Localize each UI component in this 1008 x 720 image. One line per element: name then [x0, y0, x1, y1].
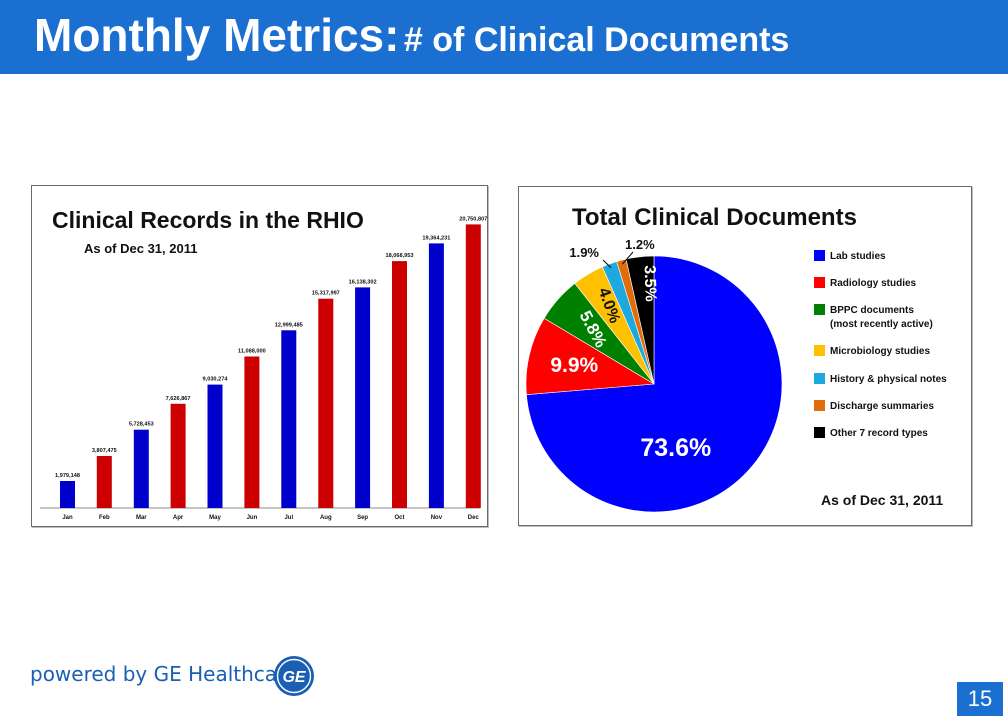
legend-swatch: [814, 250, 825, 261]
header-bar: Monthly Metrics: # of Clinical Documents: [0, 0, 1008, 74]
pie-chart-panel: Total Clinical Documents 73.6% 9.9% 5.8% 4.…: [518, 186, 972, 526]
bar: [465, 224, 481, 508]
bar: [318, 298, 334, 508]
legend-label: Microbiology studies: [830, 346, 930, 357]
bar-chart-panel: Clinical Records in the RHIO As of Dec 3…: [31, 185, 488, 527]
legend-swatch: [814, 277, 825, 288]
bar-value-label: 9,030,274: [203, 377, 229, 383]
pie-slices: 73.6%9.9%5.8%4.0%3.5%1.9%1.2%: [525, 237, 783, 513]
page-title: Monthly Metrics: # of Clinical Documents: [34, 8, 789, 62]
bar: [170, 403, 186, 508]
legend-swatch: [814, 373, 825, 384]
bar-category-label: Dec: [468, 515, 480, 521]
bar-value-label: 5,728,453: [129, 422, 154, 428]
bar-value-label: 20,750,807: [459, 216, 487, 222]
bar: [133, 429, 149, 508]
page-title-main: Monthly Metrics:: [34, 9, 400, 61]
bar-chart: Clinical Records in the RHIO As of Dec 3…: [40, 207, 487, 521]
pie-legend: Lab studies Radiology studies BPPC documen…: [814, 250, 947, 439]
bar-value-label: 3,807,475: [92, 448, 117, 454]
bar-category-label: Oct: [394, 515, 404, 521]
powered-by-text: powered by GE Healthcare: [30, 662, 298, 686]
pie-callout-line: [602, 259, 612, 269]
ge-logo-icon: GE: [274, 656, 314, 696]
bar: [281, 330, 297, 508]
bar-category-label: Mar: [136, 515, 147, 521]
bar: [96, 456, 112, 508]
page-number: 15: [957, 682, 1003, 716]
ge-logo-text: GE: [282, 669, 306, 686]
bar-category-label: Jan: [62, 515, 73, 521]
pie-slice-label: 1.2%: [625, 237, 655, 252]
bar-value-label: 18,068,953: [386, 253, 414, 259]
bar: [355, 287, 371, 508]
bar-value-label: 11,088,000: [238, 349, 266, 355]
pie-chart: Total Clinical Documents 73.6%9.9%5.8%4.…: [525, 204, 947, 513]
bar-category-label: Sep: [357, 515, 368, 521]
legend-label: History & physical notes: [830, 374, 947, 385]
pie-slice-label: 9.9%: [550, 354, 598, 377]
legend-label: Discharge summaries: [830, 401, 934, 412]
pie-chart-footnote: As of Dec 31, 2011: [821, 492, 943, 508]
pie-slice-label: 73.6%: [640, 434, 711, 462]
bar-value-label: 15,317,997: [312, 291, 340, 297]
legend-swatch: [814, 345, 825, 356]
bar-series: 1,979,148 Jan 3,807,475 Feb 5,728,453 Mar 7,62…: [40, 216, 487, 521]
bar-category-label: Nov: [431, 515, 443, 521]
pie-callout-line: [621, 251, 634, 265]
bar-category-label: Feb: [99, 515, 110, 521]
pie-slice-label: 1.9%: [569, 245, 599, 260]
legend-label: Radiology studies: [830, 278, 917, 289]
legend-label: Lab studies: [830, 251, 886, 262]
legend-swatch: [814, 304, 825, 315]
bar-value-label: 19,364,231: [422, 235, 450, 241]
bar-value-label: 12,999,485: [275, 322, 303, 328]
pie-slice-label: 3.5%: [641, 265, 659, 302]
bar-category-label: Aug: [320, 515, 332, 521]
bar-category-label: May: [209, 515, 221, 521]
bar-value-label: 7,626,867: [166, 396, 191, 402]
bar-category-label: Jul: [284, 515, 293, 521]
bar: [392, 261, 407, 508]
bar-chart-title: Clinical Records in the RHIO: [52, 207, 364, 233]
bar-category-label: Apr: [173, 515, 184, 521]
bar-chart-subtitle: As of Dec 31, 2011: [84, 241, 197, 256]
legend-label: BPPC documents: [830, 305, 914, 316]
bar: [207, 384, 223, 508]
legend-swatch: [814, 400, 825, 411]
bar: [244, 356, 260, 508]
page-title-sub: # of Clinical Documents: [403, 21, 790, 59]
bar-category-label: Jun: [247, 515, 258, 521]
pie-slice: [625, 255, 655, 385]
legend-label: Other 7 record types: [830, 428, 928, 439]
legend-label-line2: (most recently active): [830, 319, 933, 330]
bar-value-label: 1,979,148: [55, 473, 80, 479]
pie-slice: [525, 317, 655, 395]
pie-chart-title: Total Clinical Documents: [572, 204, 857, 231]
legend-swatch: [814, 427, 825, 438]
bar-value-label: 16,138,302: [349, 279, 377, 285]
bar: [428, 243, 444, 508]
bar: [60, 481, 75, 508]
